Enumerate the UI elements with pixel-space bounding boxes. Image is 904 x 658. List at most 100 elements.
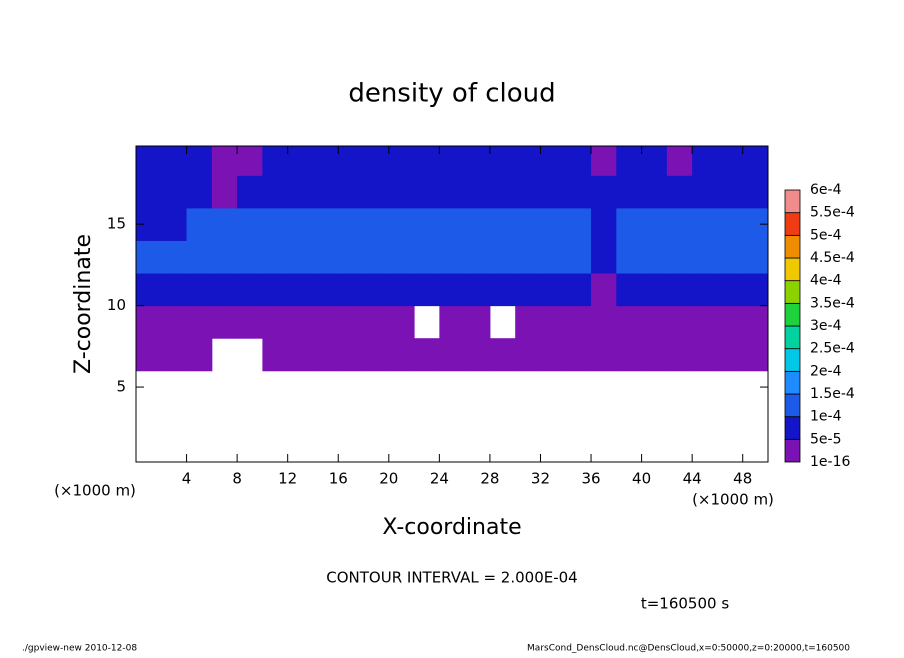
contour-cell xyxy=(616,273,643,307)
colorbar-label: 6e-4 xyxy=(810,182,842,198)
contour-cell xyxy=(489,338,516,372)
x-tick-label: 24 xyxy=(430,470,449,488)
contour-cell xyxy=(641,240,668,274)
contour-cell xyxy=(287,240,314,274)
contour-cell xyxy=(439,305,466,339)
time-label: t=160500 s xyxy=(641,595,729,613)
colorbar-label: 5e-5 xyxy=(810,431,841,447)
contour-cell xyxy=(211,305,238,339)
contour-cell xyxy=(489,207,516,241)
contour-cell xyxy=(692,305,718,339)
contour-cell xyxy=(464,240,491,274)
contour-cell xyxy=(186,305,213,339)
contour-cell xyxy=(161,207,188,241)
contour-cell xyxy=(616,175,643,209)
contour-cell xyxy=(666,146,693,176)
contour-cell xyxy=(540,207,567,241)
contour-cell xyxy=(338,146,365,176)
colorbar-box xyxy=(784,234,801,259)
colorbar-box xyxy=(784,212,801,236)
contour-cell xyxy=(262,175,289,209)
contour-cell xyxy=(464,175,491,209)
contour-cell xyxy=(186,240,213,274)
contour-cell xyxy=(262,305,289,339)
x-tick-label: 40 xyxy=(632,470,651,488)
contour-cell xyxy=(312,146,339,176)
contour-cell xyxy=(489,273,516,307)
x-unit: (×1000 m) xyxy=(692,491,774,509)
contour-cell xyxy=(666,305,693,339)
colorbar-box xyxy=(784,325,801,350)
contour-cell xyxy=(515,146,541,176)
contour-cell xyxy=(136,273,162,307)
colorbar-label: 3.5e-4 xyxy=(810,295,855,311)
contour-cell xyxy=(287,273,314,307)
contour-cell xyxy=(186,146,213,176)
contour-cell xyxy=(338,175,365,209)
contour-cell xyxy=(565,146,592,176)
colorbar-label: 2.5e-4 xyxy=(810,341,855,357)
x-tick-label: 28 xyxy=(480,470,499,488)
contour-cell xyxy=(388,273,415,307)
contour-cell xyxy=(540,273,567,307)
colorbar-label: 3e-4 xyxy=(810,318,842,334)
x-tick-label: 20 xyxy=(379,470,398,488)
contour-cell xyxy=(565,305,592,339)
contour-cell xyxy=(591,240,617,274)
contour-cell xyxy=(641,273,668,307)
x-tick-label: 36 xyxy=(581,470,600,488)
contour-cell xyxy=(388,175,415,209)
colorbar-box xyxy=(784,280,801,304)
contour-cell xyxy=(489,146,516,176)
contour-cell xyxy=(363,273,390,307)
x-tick-label: 12 xyxy=(278,470,297,488)
contour-cell xyxy=(515,175,541,209)
colorbar-label: 5.5e-4 xyxy=(810,205,855,221)
contour-cell xyxy=(287,175,314,209)
contour-cell xyxy=(591,207,617,241)
contour-cell xyxy=(363,240,390,274)
contour-cell xyxy=(464,273,491,307)
contour-cell xyxy=(136,305,162,339)
contour-cell xyxy=(237,207,263,241)
contour-cell xyxy=(565,207,592,241)
y-axis-label: Z-coordinate xyxy=(71,234,96,374)
contour-cell xyxy=(312,338,339,372)
contour-cell xyxy=(591,305,617,339)
contour-cell xyxy=(666,207,693,241)
contour-cell xyxy=(262,273,289,307)
contour-cell xyxy=(136,338,162,372)
contour-cell xyxy=(287,207,314,241)
colorbar-box xyxy=(784,370,801,395)
contour-cell xyxy=(692,175,718,209)
contour-cell xyxy=(666,338,693,372)
colorbar-label: 2e-4 xyxy=(810,363,842,379)
contour-cell xyxy=(414,175,440,209)
colorbar-box xyxy=(784,189,801,214)
contour-cell xyxy=(742,305,769,339)
x-axis-label: X-coordinate xyxy=(382,515,521,540)
colorbar-label: 1e-16 xyxy=(810,454,850,470)
contour-cell xyxy=(464,338,491,372)
contour-cell xyxy=(616,338,643,372)
contour-cell xyxy=(565,338,592,372)
contour-cell xyxy=(591,175,617,209)
contour-cell xyxy=(641,305,668,339)
colorbar-box xyxy=(784,438,801,463)
contour-cell xyxy=(161,240,188,274)
contour-interval: CONTOUR INTERVAL = 2.000E-04 xyxy=(326,569,577,587)
contour-cell xyxy=(388,146,415,176)
contour-cell xyxy=(540,146,567,176)
x-tick-label: 4 xyxy=(182,470,192,488)
contour-cell xyxy=(692,273,718,307)
colorbar-box xyxy=(784,393,801,418)
contour-cell xyxy=(262,240,289,274)
contour-cell xyxy=(742,273,769,307)
contour-cell xyxy=(641,175,668,209)
contour-cell xyxy=(211,240,238,274)
contour-cell xyxy=(338,207,365,241)
contour-cell xyxy=(363,338,390,372)
contour-cell xyxy=(464,207,491,241)
contour-cell xyxy=(287,305,314,339)
